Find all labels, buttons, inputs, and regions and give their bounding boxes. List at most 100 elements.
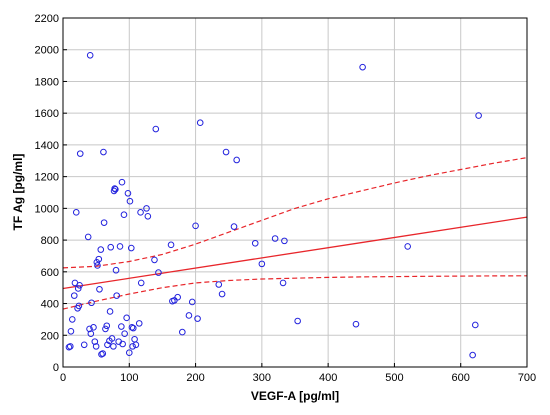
- x-tick-label: 300: [253, 372, 271, 384]
- data-point: [100, 148, 107, 156]
- data-point: [70, 292, 78, 299]
- data-point: [106, 308, 114, 315]
- x-tick-label: 200: [186, 372, 204, 384]
- data-point: [167, 241, 175, 249]
- data-point: [97, 246, 105, 253]
- data-point: [126, 197, 134, 205]
- data-point: [88, 299, 95, 307]
- data-point: [118, 178, 126, 186]
- data-point: [120, 211, 128, 219]
- data-point: [151, 256, 158, 264]
- y-tick-label: 1600: [35, 108, 59, 120]
- data-point: [84, 233, 92, 241]
- data-point: [68, 316, 76, 323]
- data-point: [104, 341, 111, 349]
- data-point: [100, 219, 108, 226]
- data-point: [137, 279, 145, 287]
- data-point: [98, 351, 105, 358]
- data-point: [90, 324, 97, 331]
- y-tick-label: 2200: [35, 13, 59, 25]
- data-point: [121, 330, 128, 337]
- plot-area: [63, 18, 527, 367]
- data-point: [230, 223, 238, 230]
- data-point: [233, 156, 240, 164]
- data-point: [80, 341, 88, 349]
- data-point: [72, 209, 80, 216]
- confidence-band: [62, 157, 528, 310]
- y-tick-label: 1000: [35, 203, 59, 215]
- y-tick-label: 400: [41, 299, 59, 311]
- data-point: [86, 51, 94, 59]
- x-tick-label: 600: [452, 372, 470, 384]
- data-point: [116, 243, 124, 250]
- data-point: [94, 262, 101, 269]
- data-point: [404, 243, 411, 250]
- data-point: [129, 343, 136, 350]
- data-point: [218, 290, 226, 298]
- data-point: [113, 292, 120, 299]
- y-tick-label: 800: [41, 235, 59, 247]
- data-point: [143, 205, 150, 212]
- data-point: [129, 324, 137, 332]
- data-point: [99, 350, 107, 357]
- fit-line-group: [62, 216, 528, 290]
- data-point: [174, 293, 181, 301]
- x-tick-label: 700: [518, 372, 536, 384]
- data-point: [112, 186, 119, 193]
- data-point: [76, 150, 84, 157]
- data-point: [111, 185, 119, 192]
- x-tick-label: 500: [385, 372, 403, 384]
- confidence-lower-line: [62, 275, 528, 310]
- data-point: [96, 285, 103, 293]
- data-point: [108, 335, 116, 342]
- y-tick-label: 1800: [35, 76, 59, 88]
- data-point: [86, 325, 93, 333]
- data-point: [102, 325, 109, 333]
- data-point: [137, 209, 144, 216]
- data-point: [74, 285, 82, 292]
- data-point: [475, 112, 482, 119]
- data-point: [65, 343, 73, 351]
- x-tick-label: 400: [319, 372, 337, 384]
- data-point: [87, 330, 95, 337]
- data-point: [67, 328, 75, 335]
- data-point: [258, 260, 266, 268]
- data-point: [66, 343, 74, 350]
- y-tick-label: 200: [41, 330, 59, 342]
- data-point: [75, 302, 83, 310]
- data-point: [91, 338, 99, 345]
- data-point: [279, 279, 287, 287]
- data-point: [124, 189, 132, 197]
- data-point: [155, 269, 162, 276]
- y-tick-label: 1400: [35, 140, 59, 152]
- data-point: [469, 351, 476, 359]
- data-point: [196, 119, 204, 126]
- x-tick-label: 0: [60, 372, 66, 384]
- data-point: [118, 323, 125, 330]
- data-point: [152, 125, 160, 133]
- data-point: [294, 317, 301, 325]
- y-tick-label: 600: [41, 267, 59, 279]
- data-point: [110, 343, 117, 350]
- data-point: [125, 349, 133, 357]
- data-point: [359, 63, 366, 71]
- y-axis-ticks: 0 200 400 600 800 1000 1200 1400 1600 1800 2000 220…: [35, 13, 67, 374]
- data-point: [112, 266, 120, 274]
- data-point: [222, 148, 230, 156]
- data-point: [76, 282, 83, 289]
- confidence-upper-line: [62, 157, 528, 269]
- y-tick-label: 1200: [35, 172, 59, 184]
- data-point: [271, 235, 279, 242]
- data-point: [194, 315, 201, 322]
- x-tick-label: 100: [120, 372, 138, 384]
- data-point: [128, 324, 136, 331]
- data-point: [188, 298, 196, 306]
- data-points: [65, 51, 482, 359]
- data-point: [107, 243, 115, 251]
- x-axis-label: VEGF-A [pg/ml]: [251, 389, 339, 403]
- data-point: [123, 314, 130, 322]
- data-point: [215, 281, 223, 288]
- data-point: [179, 328, 186, 336]
- data-point: [103, 322, 111, 330]
